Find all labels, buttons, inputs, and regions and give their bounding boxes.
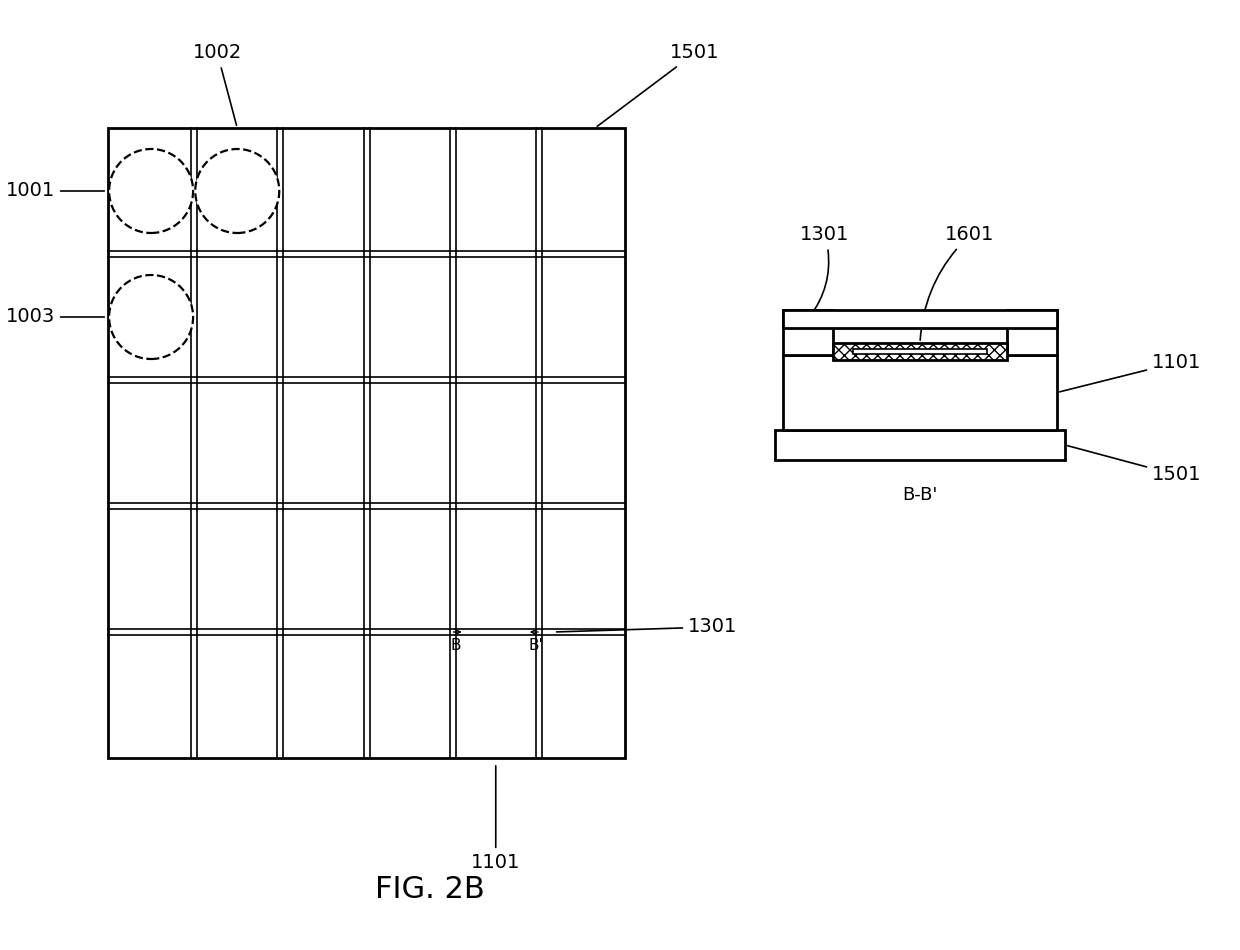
Text: 1001: 1001 [6, 181, 104, 200]
Bar [108, 128, 625, 758]
Text: 1601: 1601 [920, 225, 994, 340]
Text: B-B': B-B' [903, 486, 937, 504]
Bar [775, 430, 1065, 460]
Text: 1101: 1101 [471, 766, 521, 872]
Bar [782, 310, 1056, 328]
Text: B': B' [528, 638, 543, 654]
Text: FIG. 2B: FIG. 2B [376, 876, 485, 904]
Bar [782, 355, 1056, 430]
Text: 1101: 1101 [1060, 353, 1202, 391]
Bar [782, 310, 833, 355]
Text: 1301: 1301 [800, 225, 849, 316]
Text: 1501: 1501 [598, 44, 719, 126]
Circle shape [109, 149, 193, 233]
Text: 1501: 1501 [1068, 446, 1202, 484]
Circle shape [109, 275, 193, 359]
Text: 1002: 1002 [192, 44, 242, 125]
Text: 1003: 1003 [6, 308, 104, 327]
Circle shape [195, 149, 279, 233]
Bar [833, 343, 1007, 360]
Text: 1301: 1301 [557, 618, 738, 636]
Bar [1007, 310, 1056, 355]
Bar [853, 349, 987, 354]
Text: B: B [450, 638, 461, 654]
